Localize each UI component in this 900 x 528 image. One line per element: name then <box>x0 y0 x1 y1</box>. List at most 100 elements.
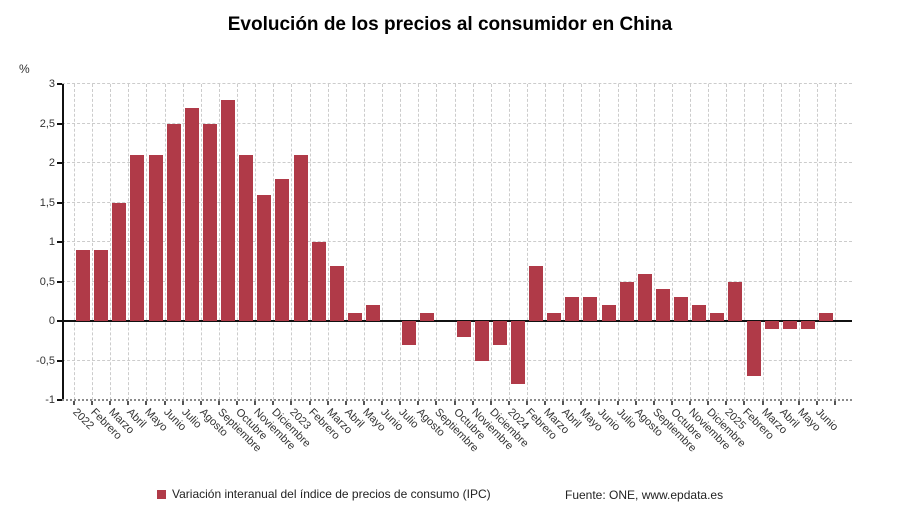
x-axis-tick <box>362 401 365 405</box>
h-gridline <box>62 83 852 84</box>
v-gridline <box>327 84 329 400</box>
v-gridline <box>617 84 619 400</box>
v-gridline <box>744 84 746 400</box>
v-gridline <box>74 84 75 400</box>
bar[interactable] <box>329 265 344 321</box>
bar[interactable] <box>728 281 743 321</box>
v-gridline <box>92 84 94 400</box>
bar[interactable] <box>818 313 833 321</box>
x-axis-tick <box>109 401 112 405</box>
bar[interactable] <box>202 123 217 321</box>
v-gridline <box>218 84 220 400</box>
v-gridline <box>599 84 601 400</box>
x-axis-tick <box>489 401 492 405</box>
bar[interactable] <box>402 321 417 345</box>
v-gridline <box>418 84 420 400</box>
bar[interactable] <box>456 321 471 337</box>
bar[interactable] <box>275 178 290 321</box>
bar[interactable] <box>583 297 598 321</box>
bar[interactable] <box>257 194 272 321</box>
x-axis-tick <box>725 401 728 405</box>
y-axis-line <box>62 84 64 400</box>
v-gridline <box>110 84 112 400</box>
bar[interactable] <box>148 155 163 321</box>
v-gridline <box>780 84 782 400</box>
x-axis-tick <box>217 401 220 405</box>
bar[interactable] <box>112 202 127 321</box>
bar[interactable] <box>184 107 199 321</box>
bar[interactable] <box>311 242 326 321</box>
bar[interactable] <box>547 313 562 321</box>
bar[interactable] <box>674 297 689 321</box>
source-label: Fuente: ONE, www.epdata.es <box>565 488 724 502</box>
bar[interactable] <box>800 321 815 329</box>
y-axis-tick <box>57 122 62 125</box>
v-gridline <box>472 84 474 400</box>
y-axis-label: -1 <box>45 394 55 406</box>
y-axis-unit-label: % <box>19 62 30 76</box>
bar[interactable] <box>655 289 670 321</box>
x-axis-tick <box>797 401 800 405</box>
bar[interactable] <box>166 123 181 321</box>
v-gridline <box>291 84 293 400</box>
h-gridline <box>62 280 852 282</box>
bar[interactable] <box>347 313 362 321</box>
v-gridline <box>345 84 347 400</box>
bar[interactable] <box>492 321 507 345</box>
x-axis-tick <box>834 401 837 405</box>
bar[interactable] <box>710 313 725 321</box>
v-gridline <box>708 84 710 400</box>
bar[interactable] <box>782 321 797 329</box>
bar[interactable] <box>601 305 616 321</box>
v-gridline <box>182 84 184 400</box>
y-axis-tick <box>57 241 62 243</box>
bar[interactable] <box>474 321 489 361</box>
x-axis-tick <box>326 401 329 405</box>
v-gridline <box>563 84 565 400</box>
x-axis-tick <box>580 401 583 405</box>
x-axis-tick <box>507 401 510 405</box>
x-axis-tick <box>761 401 764 405</box>
bar[interactable] <box>692 305 707 321</box>
v-gridline <box>835 84 837 400</box>
x-axis-tick <box>254 401 257 405</box>
x-axis-tick <box>815 401 818 405</box>
bar[interactable] <box>293 155 308 321</box>
bar[interactable] <box>637 273 652 321</box>
v-gridline <box>255 84 257 400</box>
y-axis-label: 1,5 <box>39 196 55 209</box>
v-gridline <box>581 84 583 400</box>
bar[interactable] <box>365 305 380 321</box>
x-axis-tick <box>544 401 547 405</box>
bar[interactable] <box>239 155 254 321</box>
bar[interactable] <box>764 321 779 329</box>
v-gridline <box>200 84 202 400</box>
bar[interactable] <box>94 249 109 321</box>
x-axis-tick <box>526 401 528 405</box>
x-axis-tick <box>652 401 655 405</box>
v-gridline <box>146 84 148 400</box>
y-axis-label: 0,5 <box>39 275 55 288</box>
bar[interactable] <box>746 321 761 377</box>
legend-label: Variación interanual del índice de preci… <box>172 487 491 501</box>
x-axis-tick <box>381 401 384 405</box>
bar[interactable] <box>510 321 525 385</box>
legend-item[interactable]: Variación interanual del índice de preci… <box>157 487 491 501</box>
bar[interactable] <box>221 99 236 321</box>
bar[interactable] <box>565 297 580 321</box>
x-axis-tick <box>634 401 637 405</box>
v-gridline <box>545 84 547 400</box>
bar[interactable] <box>130 155 145 321</box>
bar[interactable] <box>420 313 435 321</box>
x-axis-tick <box>145 401 148 405</box>
h-gridline <box>62 122 852 124</box>
v-gridline <box>400 84 402 400</box>
x-axis-tick <box>73 401 75 405</box>
x-axis-tick <box>417 401 420 405</box>
v-gridline <box>726 84 728 400</box>
bar[interactable] <box>619 281 634 321</box>
bar[interactable] <box>529 265 544 321</box>
x-axis-tick <box>707 401 710 405</box>
bar[interactable] <box>76 249 91 321</box>
